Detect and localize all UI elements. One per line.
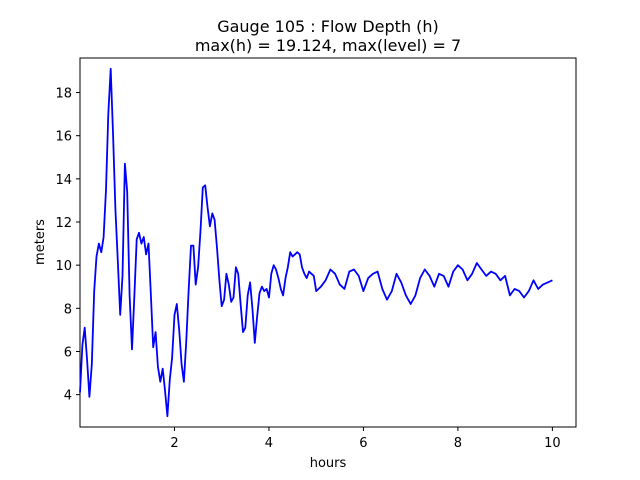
chart-title-line1: Gauge 105 : Flow Depth (h) [217,17,439,36]
x-axis-label: hours [310,456,347,471]
series-layer [79,67,553,418]
plot-area: 2 4 6 8 10 4 6 8 10 12 14 16 18 [55,57,577,451]
y-tick-label: 16 [55,130,72,145]
y-tick-label: 12 [55,216,72,231]
x-tick-label: 8 [454,436,462,451]
y-tick-label: 8 [64,302,72,317]
y-tick-label: 4 [64,389,72,404]
x-tick-label: 10 [544,436,561,451]
y-axis-ticks: 4 6 8 10 12 14 16 18 [55,87,80,404]
chart-title-line2: max(h) = 19.124, max(level) = 7 [195,36,461,55]
flow-depth-series-line [79,67,553,418]
y-tick-label: 14 [55,173,72,188]
x-tick-label: 2 [170,436,178,451]
y-axis-label: meters [33,219,48,265]
x-tick-label: 4 [265,436,273,451]
x-axis-ticks: 2 4 6 8 10 [170,427,561,451]
plot-frame [79,57,577,428]
x-tick-label: 6 [359,436,367,451]
y-tick-label: 18 [55,87,72,102]
y-tick-label: 6 [64,345,72,360]
y-tick-label: 10 [55,259,72,274]
